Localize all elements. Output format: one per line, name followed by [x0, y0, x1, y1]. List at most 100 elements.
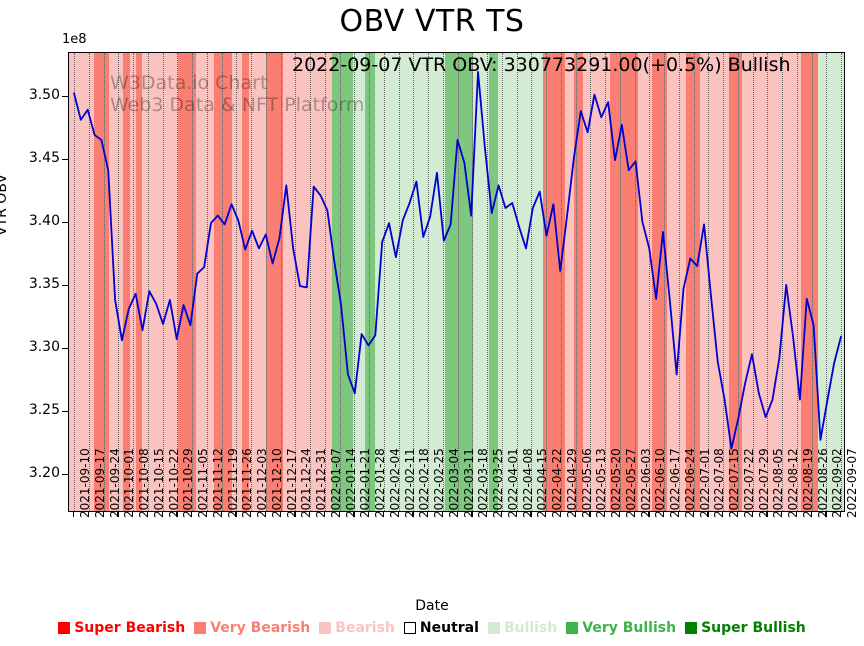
legend-label: Very Bearish: [210, 620, 311, 636]
x-tick-label: 2021-11-26: [240, 448, 255, 518]
gridline-vertical: [162, 53, 164, 511]
sentiment-band: [93, 53, 110, 511]
x-tick-label: 2022-04-08: [520, 448, 535, 518]
x-tick-mark: [309, 512, 310, 517]
x-tick-mark: [382, 512, 384, 517]
legend-swatch-icon: [403, 622, 416, 634]
x-tick-mark: [264, 512, 266, 517]
gridline-vertical: [324, 53, 326, 511]
y-tick-label: 3.20: [28, 465, 60, 482]
x-tick-label: 2022-05-13: [594, 448, 609, 518]
x-tick-mark: [500, 512, 502, 517]
gridline-vertical: [590, 53, 592, 511]
sentiment-band: [123, 53, 131, 511]
gridline-vertical: [487, 53, 488, 511]
x-tick-label: 2021-10-15: [151, 448, 166, 518]
legend-item[interactable]: Super Bullish: [685, 620, 806, 636]
x-tick-mark: [456, 512, 458, 517]
y-tick-mark: [62, 348, 68, 350]
x-tick-label: 2022-04-15: [535, 448, 550, 518]
gridline-vertical: [221, 53, 223, 511]
y-tick-mark: [62, 222, 68, 224]
gridline-vertical: [546, 53, 547, 511]
sentiment-band: [353, 53, 366, 511]
x-tick-label: 2022-05-20: [609, 448, 623, 518]
x-tick-mark: [810, 512, 812, 517]
y-tick-label: 3.45: [28, 150, 60, 167]
legend-label: Bullish: [503, 620, 558, 636]
gridline-vertical: [605, 53, 606, 511]
x-tick-mark: [323, 512, 325, 517]
y-axis-offset-text: 1e8: [62, 32, 87, 47]
x-tick-mark: [766, 512, 768, 517]
gridline-vertical: [693, 53, 695, 511]
sentiment-band: [800, 53, 819, 511]
x-tick-mark: [294, 512, 296, 517]
legend-swatch-icon: [487, 622, 500, 634]
gridline-vertical: [752, 53, 754, 511]
x-tick-label: 2022-07-22: [741, 448, 756, 518]
x-tick-mark: [515, 512, 517, 517]
legend-item[interactable]: Neutral: [403, 620, 479, 636]
gridline-vertical: [737, 53, 739, 511]
gridline-vertical: [575, 53, 577, 511]
gridline-vertical: [354, 53, 356, 511]
x-tick-mark: [781, 512, 782, 517]
legend-item[interactable]: Bearish: [319, 620, 395, 636]
gridline-vertical: [442, 53, 444, 511]
y-tick-mark: [62, 96, 68, 98]
gridline-vertical: [192, 53, 193, 511]
x-tick-label: 2022-04-01: [505, 448, 520, 518]
x-tick-mark: [530, 512, 532, 517]
x-tick-mark: [235, 512, 237, 517]
x-tick-mark: [146, 512, 148, 517]
x-tick-label: 2021-09-24: [107, 448, 122, 518]
x-tick-mark: [132, 512, 133, 517]
x-tick-mark: [574, 512, 576, 517]
gridline-vertical: [398, 53, 400, 511]
x-tick-mark: [589, 512, 591, 517]
x-tick-mark: [427, 512, 428, 517]
sentiment-band: [375, 53, 446, 511]
legend-item[interactable]: Very Bearish: [194, 620, 310, 636]
x-tick-label: 2021-10-01: [122, 448, 137, 518]
x-tick-label: 2022-08-12: [786, 448, 800, 518]
gridline-vertical: [369, 53, 370, 511]
gridline-vertical: [310, 53, 311, 511]
legend-item[interactable]: Very Bullish: [566, 620, 676, 636]
sentiment-band: [249, 53, 267, 511]
x-tick-mark: [795, 512, 797, 517]
y-tick-label: 3.50: [28, 87, 60, 104]
x-tick-label: 2022-07-08: [712, 448, 727, 518]
x-tick-mark: [338, 512, 340, 517]
legend-item[interactable]: Super Bearish: [58, 620, 185, 636]
legend-swatch-icon: [58, 622, 71, 634]
x-tick-mark: [117, 512, 119, 517]
sentiment-band: [699, 53, 730, 511]
obv-line-series: [73, 70, 842, 450]
legend-label: Bearish: [335, 620, 395, 636]
plot-area: [68, 52, 845, 512]
x-tick-label: 2021-12-17: [284, 448, 299, 518]
x-tick-label: 2021-12-24: [299, 448, 314, 518]
x-tick-mark: [648, 512, 650, 517]
x-tick-label: 2021-10-22: [166, 448, 181, 518]
x-tick-mark: [412, 512, 414, 517]
x-tick-mark: [707, 512, 709, 517]
x-tick-label: 2022-04-29: [564, 448, 579, 518]
gridline-vertical: [664, 53, 665, 511]
y-tick-mark: [62, 285, 68, 287]
gridline-vertical: [649, 53, 651, 511]
x-tick-mark: [220, 512, 222, 517]
x-tick-label: 2022-07-29: [756, 448, 771, 518]
x-tick-label: 2022-02-11: [402, 448, 417, 518]
gridline-vertical: [472, 53, 474, 511]
sentiment-band: [818, 53, 844, 511]
gridline-vertical: [177, 53, 179, 511]
gridline-vertical: [767, 53, 769, 511]
legend-item[interactable]: Bullish: [487, 620, 558, 636]
sentiment-band: [651, 53, 668, 511]
y-tick-label: 3.25: [28, 402, 60, 419]
x-tick-label: 2021-10-08: [137, 448, 151, 518]
sentiment-band: [497, 53, 543, 511]
